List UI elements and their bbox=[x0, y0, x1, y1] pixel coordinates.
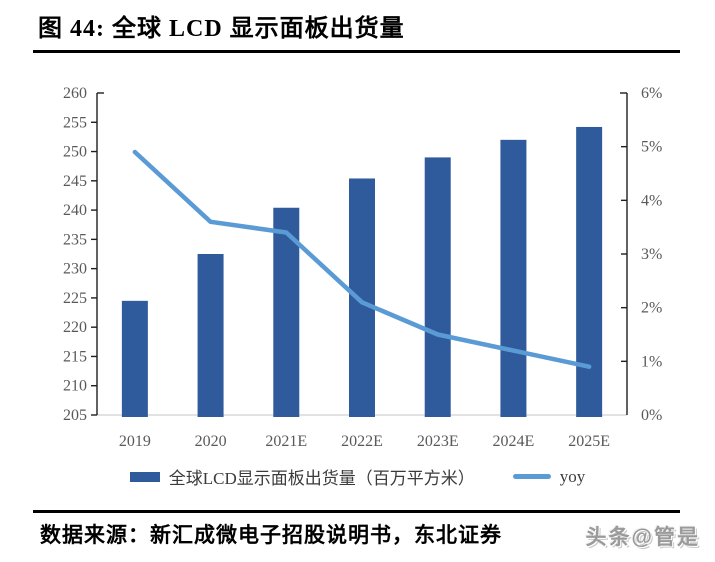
legend-line-swatch bbox=[512, 474, 551, 479]
figure-title: 图 44: 全球 LCD 显示面板出货量 bbox=[38, 16, 405, 42]
chart-canvas: 260 255 250 245 240 235 230 225 220 215 210 205 6% 5%… bbox=[63, 85, 662, 450]
data-source-text: 数据来源：新汇成微电子招股说明书，东北证券 bbox=[40, 523, 502, 547]
x-axis-label-2025E: 2025E bbox=[568, 433, 610, 450]
left-axis-tick-label: 215 bbox=[63, 348, 87, 365]
left-axis-tick-label: 220 bbox=[63, 319, 87, 336]
bar-2020 bbox=[197, 254, 224, 417]
legend-bar-label: 全球LCD显示面板出货量（百万平方米） bbox=[168, 469, 475, 488]
legend-item-shipments: 全球LCD显示面板出货量（百万平方米） bbox=[129, 464, 475, 489]
bar-2025E bbox=[576, 126, 603, 417]
footer: 数据来源：新汇成微电子招股说明书，东北证券 头条@管是 bbox=[40, 519, 700, 551]
x-axis-label-2019: 2019 bbox=[119, 433, 151, 450]
right-axis-tick-label: 5% bbox=[641, 139, 662, 156]
right-axis-tick-label: 0% bbox=[641, 407, 662, 424]
x-axis-label-2024E: 2024E bbox=[493, 433, 535, 450]
title-underline bbox=[33, 50, 680, 53]
left-axis-tick-label: 250 bbox=[63, 144, 87, 161]
right-axis-tick-label: 3% bbox=[641, 246, 662, 263]
left-axis-tick-label: 210 bbox=[63, 378, 87, 395]
left-axis-tick-label: 205 bbox=[63, 407, 87, 424]
bar-2019 bbox=[121, 300, 148, 417]
footer-divider bbox=[33, 510, 680, 513]
left-axis-tick-label: 245 bbox=[63, 173, 87, 190]
legend-line-label: yoy bbox=[559, 466, 586, 486]
right-axis-tick-label: 1% bbox=[641, 353, 662, 370]
left-axis-tick-label: 235 bbox=[63, 231, 87, 248]
bar-2023E bbox=[424, 157, 451, 417]
x-axis-label-2023E: 2023E bbox=[417, 433, 459, 450]
left-axis-tick-label: 225 bbox=[63, 290, 87, 307]
x-axis-label-2021E: 2021E bbox=[265, 433, 307, 450]
left-axis-tick-label: 255 bbox=[63, 114, 87, 131]
x-axis-label-2020: 2020 bbox=[195, 433, 227, 450]
left-axis-tick-label: 230 bbox=[63, 261, 87, 278]
right-axis-tick-label: 2% bbox=[641, 300, 662, 317]
right-axis-tick-label: 6% bbox=[641, 85, 662, 102]
chart-legend: 全球LCD显示面板出货量（百万平方米） yoy bbox=[0, 464, 715, 489]
yoy-line bbox=[132, 149, 592, 369]
left-axis-tick-label: 240 bbox=[63, 202, 87, 219]
watermark-text: 头条@管是 bbox=[585, 526, 700, 549]
x-axis-label-2022E: 2022E bbox=[341, 433, 383, 450]
legend-item-yoy: yoy bbox=[512, 466, 586, 487]
right-axis-tick-label: 4% bbox=[641, 192, 662, 209]
bar-2024E bbox=[500, 139, 527, 417]
legend-bar-swatch bbox=[129, 471, 160, 482]
left-axis-tick-label: 260 bbox=[63, 85, 87, 102]
bar-2022E bbox=[349, 178, 375, 417]
